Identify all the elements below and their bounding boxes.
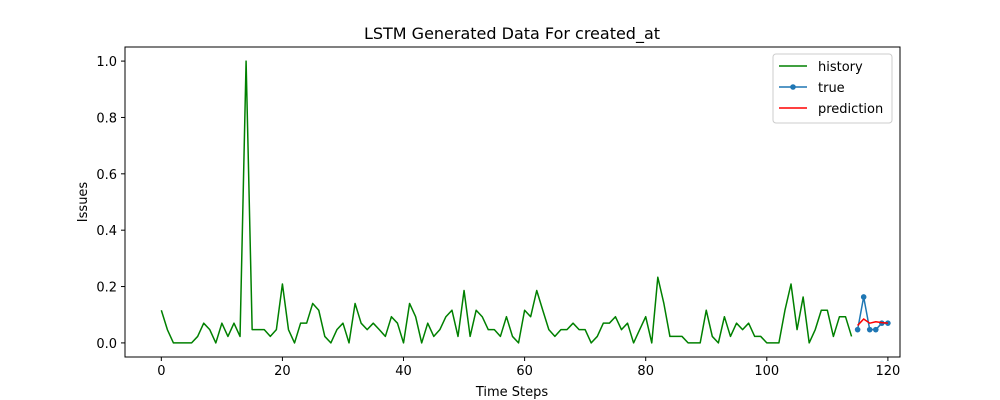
chart-title: LSTM Generated Data For created_at — [364, 24, 660, 44]
plot-frame — [124, 46, 901, 358]
series-layer — [160, 60, 891, 344]
series-line-prediction — [857, 318, 888, 326]
y-tick-label: 0.6 — [96, 168, 117, 183]
data-point-true — [854, 326, 861, 333]
x-tick-label: 60 — [516, 364, 533, 379]
legend-label-prediction: prediction — [818, 102, 883, 117]
legend-items: history true prediction — [779, 60, 883, 117]
y-tick-label: 0.0 — [96, 337, 117, 352]
x-tick-label: 20 — [274, 364, 291, 379]
x-axis: 0 20 40 60 80 100 120 — [157, 357, 900, 379]
legend-box — [772, 53, 893, 124]
data-point-true — [866, 326, 873, 333]
x-tick-label: 80 — [637, 364, 654, 379]
data-point-true — [860, 294, 867, 300]
legend-marker-true — [790, 84, 796, 90]
x-tick-label: 0 — [157, 364, 165, 379]
data-point-true — [872, 326, 879, 333]
y-tick-label: 1.0 — [96, 55, 117, 70]
legend-label-history: history — [818, 60, 863, 75]
y-tick-label: 0.2 — [96, 281, 117, 296]
data-point-true — [885, 320, 891, 326]
legend: history true prediction — [772, 53, 893, 124]
plot-area — [124, 46, 901, 358]
plot-background — [125, 47, 900, 357]
y-tick-label: 0.8 — [96, 111, 117, 126]
y-axis: 0.0 0.2 0.4 0.6 0.8 1.0 — [96, 55, 125, 352]
y-axis-label: Issues — [76, 182, 91, 223]
legend-label-true: true — [818, 81, 845, 96]
y-tick-label: 0.4 — [96, 224, 117, 239]
x-tick-label: 100 — [754, 364, 779, 379]
x-tick-label: 120 — [875, 364, 900, 379]
series-line-history — [160, 60, 853, 344]
x-axis-label: Time Steps — [475, 385, 549, 400]
x-tick-label: 40 — [395, 364, 412, 379]
